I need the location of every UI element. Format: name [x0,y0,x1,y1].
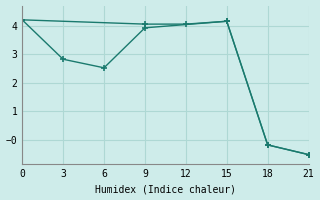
X-axis label: Humidex (Indice chaleur): Humidex (Indice chaleur) [95,184,236,194]
